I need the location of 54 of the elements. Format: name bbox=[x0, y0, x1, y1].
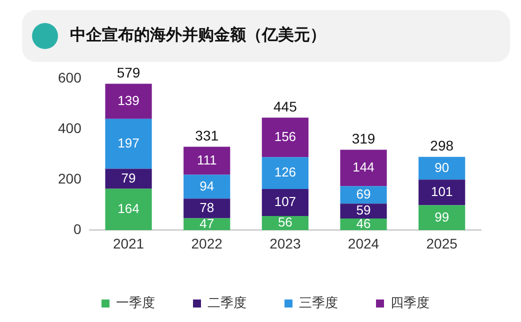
data-label: 144 bbox=[352, 160, 374, 175]
data-label: 94 bbox=[200, 178, 214, 194]
bar bbox=[105, 188, 152, 230]
data-label: 78 bbox=[200, 200, 214, 216]
x-tick-label: 2025 bbox=[426, 235, 458, 252]
annotation: 331 bbox=[195, 128, 219, 144]
bar bbox=[184, 146, 230, 175]
data-label: 99 bbox=[434, 209, 450, 224]
chart-title: 中企宣布的海外并购金额（亿美元） bbox=[70, 25, 326, 46]
legend-label: 三季度 bbox=[299, 295, 338, 310]
annotation: 319 bbox=[352, 130, 376, 147]
bar bbox=[262, 188, 308, 216]
data-label: 79 bbox=[121, 170, 136, 186]
bar bbox=[418, 156, 466, 180]
x-tick-label: 2021 bbox=[112, 235, 144, 252]
bar bbox=[184, 174, 230, 199]
bar bbox=[105, 118, 152, 169]
bar bbox=[418, 205, 466, 230]
data-label: 101 bbox=[430, 184, 453, 199]
bar bbox=[105, 168, 152, 189]
data-label: 107 bbox=[274, 194, 296, 210]
bar bbox=[340, 186, 387, 204]
data-label: 156 bbox=[274, 128, 296, 144]
bar bbox=[184, 198, 230, 218]
data-label: 139 bbox=[118, 92, 140, 108]
bar bbox=[418, 180, 466, 206]
bar bbox=[340, 150, 387, 186]
bar bbox=[262, 118, 308, 158]
x-tick-label: 2022 bbox=[191, 235, 223, 252]
data-label: 90 bbox=[434, 160, 450, 175]
y-tick-label: 200 bbox=[58, 170, 82, 186]
data-label: 69 bbox=[356, 186, 371, 202]
annotation: 445 bbox=[274, 98, 298, 114]
annotation: 579 bbox=[116, 64, 140, 81]
legend-label: 一季度 bbox=[116, 295, 155, 310]
annotation: 298 bbox=[430, 138, 454, 154]
bar bbox=[262, 157, 308, 189]
x-tick-label: 2023 bbox=[270, 235, 301, 252]
x-tick-label: 2024 bbox=[348, 235, 380, 252]
legend-label: 二季度 bbox=[208, 295, 246, 310]
bar bbox=[340, 204, 387, 219]
bar bbox=[105, 84, 152, 119]
data-label: 126 bbox=[274, 164, 296, 180]
data-label: 56 bbox=[278, 214, 292, 230]
y-tick-label: 600 bbox=[58, 69, 82, 86]
legend-label: 四季度 bbox=[390, 295, 430, 310]
data-label: 59 bbox=[356, 202, 371, 218]
data-label: 46 bbox=[356, 216, 371, 231]
data-label: 197 bbox=[118, 135, 140, 150]
data-label: 111 bbox=[196, 152, 217, 168]
y-tick-label: 400 bbox=[58, 120, 82, 136]
y-tick-label: 0 bbox=[74, 221, 82, 238]
data-label: 164 bbox=[118, 201, 140, 216]
data-label: 47 bbox=[200, 216, 214, 231]
